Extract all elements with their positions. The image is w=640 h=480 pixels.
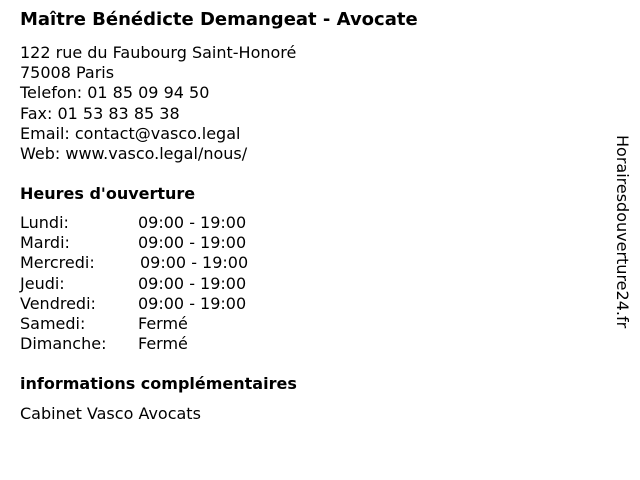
page-title: Maître Bénédicte Demangeat - Avocate — [20, 9, 418, 30]
hours-row: Samedi: Fermé — [20, 314, 248, 334]
hours-heading: Heures d'ouverture — [20, 184, 196, 203]
time: 09:00 - 19:00 — [138, 273, 247, 293]
fax: Fax: 01 53 83 85 38 — [20, 103, 180, 123]
time: 09:00 - 19:00 — [140, 253, 249, 273]
day: Samedi: — [20, 314, 86, 334]
city: 75008 Paris — [20, 63, 115, 83]
extra-heading: informations complémentaires — [20, 374, 297, 393]
day: Mercredi: — [20, 253, 95, 273]
hours-row: Dimanche: Fermé — [20, 334, 248, 354]
day: Vendredi: — [20, 293, 96, 313]
watermark: Horairesdouverture24.fr — [613, 135, 632, 329]
day: Dimanche: — [20, 334, 107, 354]
email: Email: contact@vasco.legal — [20, 123, 241, 143]
website: Web: www.vasco.legal/nous/ — [20, 144, 248, 164]
day: Mardi: — [20, 233, 70, 253]
time: 09:00 - 19:00 — [138, 213, 247, 232]
time: 09:00 - 19:00 — [138, 233, 247, 253]
hours-row: Jeudi: 09:00 - 19:00 — [20, 274, 248, 294]
contact-block: 122 rue du Faubourg Saint-Honoré 75008 P… — [20, 43, 296, 164]
hours-row: Mardi: 09:00 - 19:00 — [20, 233, 248, 253]
day: Jeudi: — [20, 273, 65, 293]
time: Fermé — [138, 314, 188, 334]
day: Lundi: — [20, 213, 69, 232]
hours-row: Lundi: 09:00 - 19:00 — [20, 213, 248, 233]
hours-table: Lundi: 09:00 - 19:00 Mardi: 09:00 - 19:00 … — [20, 213, 248, 354]
hours-row: Mercredi: 09:00 - 19:00 — [20, 253, 248, 273]
phone: Telefon: 01 85 09 94 50 — [20, 83, 210, 103]
time: Fermé — [138, 334, 188, 354]
time: 09:00 - 19:00 — [138, 293, 247, 313]
hours-row: Vendredi: 09:00 - 19:00 — [20, 294, 248, 314]
extra-text: Cabinet Vasco Avocats — [20, 404, 201, 423]
street: 122 rue du Faubourg Saint-Honoré — [20, 43, 297, 62]
